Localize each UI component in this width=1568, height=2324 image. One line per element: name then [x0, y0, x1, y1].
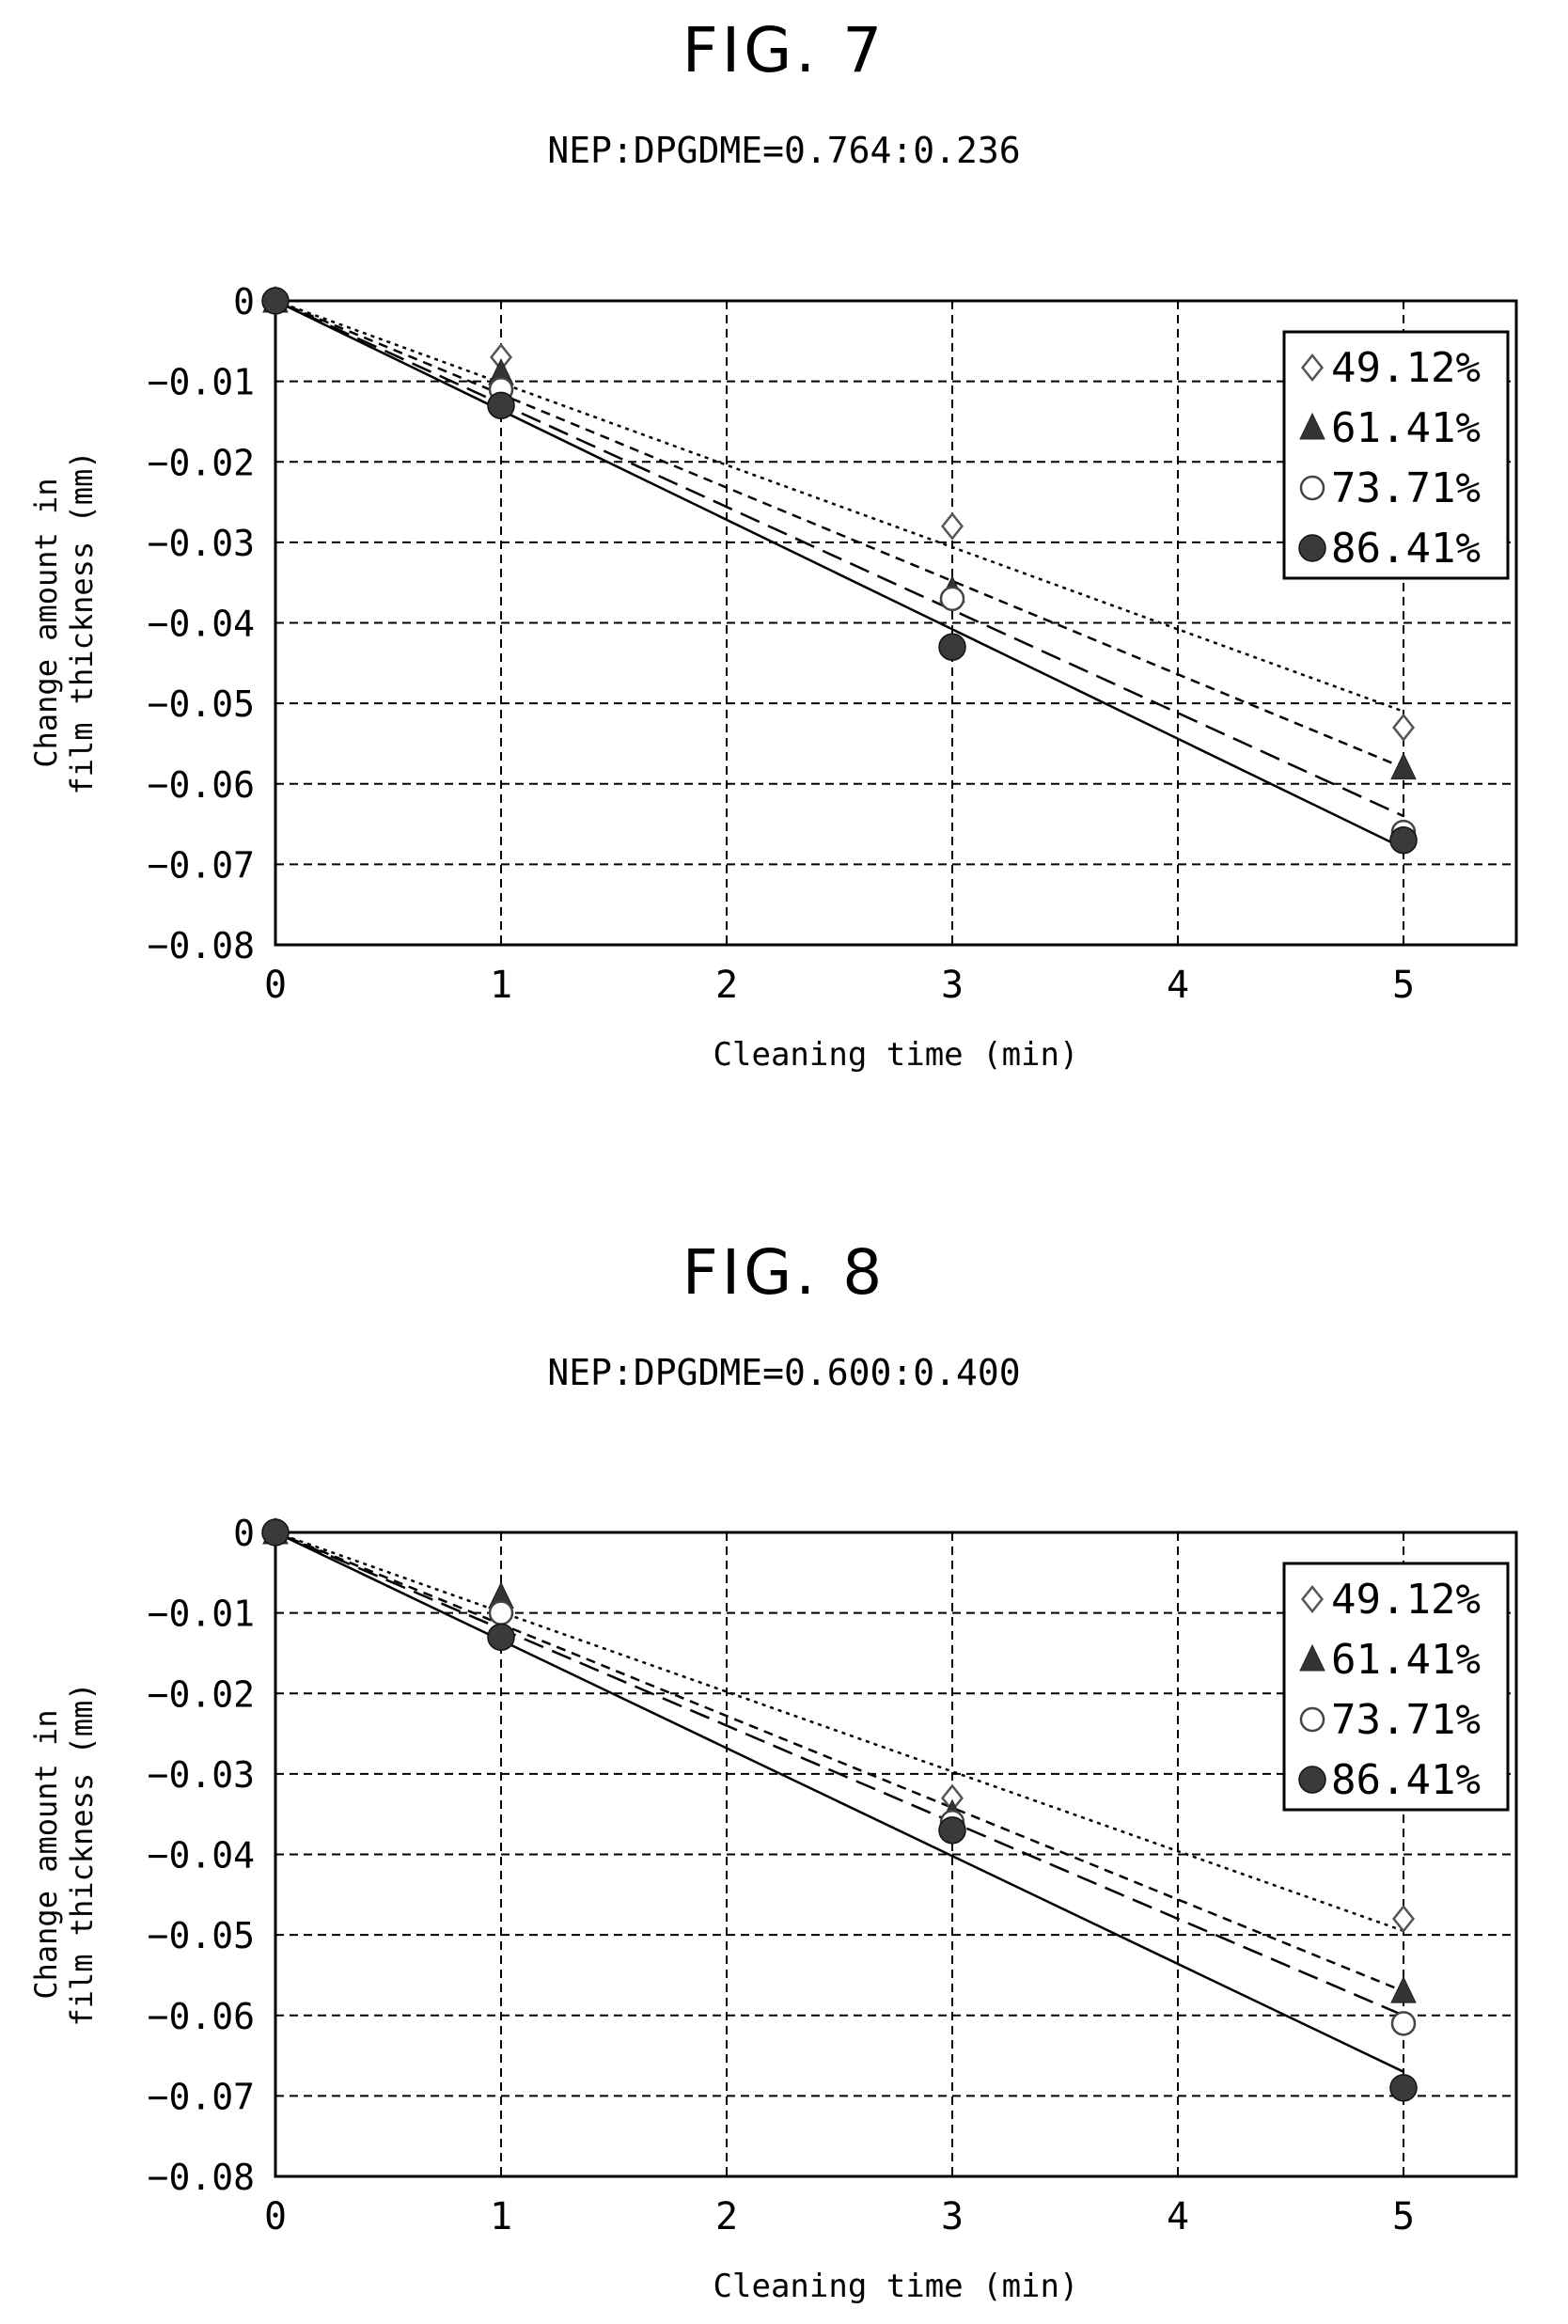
legend-label: 49.12%: [1331, 1576, 1481, 1624]
x-tick-label: 1: [490, 2195, 512, 2238]
legend-marker: [1300, 353, 1325, 383]
y-tick-label: −0.07: [148, 2076, 255, 2117]
y-tick-label: −0.03: [148, 1754, 255, 1796]
y-tick-label: −0.03: [148, 523, 255, 564]
x-tick-label: 5: [1392, 964, 1415, 1007]
data-point-86.41%: [261, 287, 290, 315]
data-point-86.41%: [938, 633, 966, 661]
x-tick-label: 4: [1167, 964, 1189, 1007]
y-axis-label: film thickness (mm): [64, 1682, 100, 2026]
data-point-86.41%: [938, 1816, 966, 1845]
y-axis-label: film thickness (mm): [64, 450, 100, 794]
x-tick-label: 3: [941, 2195, 964, 2238]
y-axis-label-group: Change amount in film thickness (mm): [28, 1682, 100, 2026]
figure-7-chart: 0 −0.01 −0.02 −0.03 −0.04 −0.05 −0.06 −0.07 −0.0…: [28, 281, 1518, 1074]
y-tick-label: −0.01: [148, 362, 255, 403]
legend-box: [1282, 1562, 1510, 1812]
data-point-86.41%: [1389, 825, 1418, 855]
data-point-49.12%: [1391, 1904, 1416, 1934]
figure-8-subtitle: NEP:DPGDME=0.600:0.400: [547, 1352, 1021, 1393]
x-tick-label: 3: [941, 964, 964, 1007]
y-tick-label: −0.05: [148, 683, 255, 725]
x-axis-label: Cleaning time (min): [713, 2268, 1079, 2305]
legend-label: 73.71%: [1331, 464, 1481, 512]
x-tick-label: 0: [264, 964, 287, 1007]
data-point-86.41%: [1389, 2074, 1418, 2102]
legend-marker: [1299, 475, 1325, 501]
x-tick-label: 4: [1167, 2195, 1189, 2238]
legend-marker: [1299, 412, 1325, 440]
trend-line-86.41%: [274, 299, 1404, 850]
y-tick-label: 0: [233, 1513, 255, 1554]
legend-marker: [1298, 1766, 1326, 1794]
y-tick-label: −0.02: [148, 442, 255, 483]
y-tick-label: −0.06: [148, 764, 255, 806]
x-tick-label: 1: [490, 964, 512, 1007]
data-point-73.71%: [939, 586, 965, 612]
data-point-86.41%: [261, 1518, 290, 1547]
y-tick-label: −0.06: [148, 1996, 255, 2037]
y-tick-label: −0.02: [148, 1673, 255, 1715]
y-tick-label: −0.08: [148, 2157, 255, 2198]
legend-marker: [1299, 1643, 1325, 1672]
data-point-86.41%: [487, 1623, 515, 1652]
data-point-61.41%: [1390, 752, 1417, 780]
y-tick-label: −0.05: [148, 1915, 255, 1956]
plot-frame: [274, 299, 1518, 947]
legend-box: [1282, 330, 1510, 580]
trend-line-73.71%: [274, 299, 1404, 818]
figure-7-title: FIG. 7: [682, 14, 886, 86]
legend-label: 49.12%: [1331, 344, 1481, 392]
figure-7-subtitle: NEP:DPGDME=0.764:0.236: [547, 130, 1021, 171]
y-axis-label-group: Change amount in film thickness (mm): [28, 450, 100, 794]
legend-label: 86.41%: [1331, 525, 1481, 573]
data-point-49.12%: [940, 511, 964, 541]
x-axis-label: Cleaning time (min): [713, 1036, 1079, 1074]
trend-line-49.12%: [274, 1531, 1404, 1933]
data-point-73.71%: [1390, 2011, 1417, 2036]
legend-marker: [1299, 1706, 1325, 1733]
trend-line-73.71%: [274, 1531, 1404, 2017]
legend-label: 86.41%: [1331, 1756, 1481, 1804]
x-tick-label: 2: [715, 2195, 738, 2238]
legend-label: 61.41%: [1331, 404, 1481, 452]
legend-marker: [1300, 1584, 1325, 1614]
y-axis-label: Change amount in: [28, 1709, 64, 1999]
y-tick-label: −0.04: [148, 1835, 255, 1876]
y-tick-label: −0.01: [148, 1594, 255, 1635]
trend-line-86.41%: [274, 1531, 1404, 2073]
y-tick-label: −0.08: [148, 925, 255, 966]
x-tick-label: 0: [264, 2195, 287, 2238]
y-tick-label: −0.07: [148, 844, 255, 886]
trend-line-61.41%: [274, 1531, 1404, 1993]
x-tick-label: 5: [1392, 2195, 1415, 2238]
x-tick-label: 2: [715, 964, 738, 1007]
data-point-86.41%: [487, 391, 515, 420]
legend-label: 61.41%: [1331, 1636, 1481, 1684]
trend-line-61.41%: [274, 299, 1404, 769]
y-tick-label: −0.04: [148, 604, 255, 645]
figure-8-title: FIG. 8: [682, 1236, 886, 1309]
data-point-49.12%: [1391, 713, 1416, 742]
figure-8-chart: 0 −0.01 −0.02 −0.03 −0.04 −0.05 −0.06 −0.07 −0.0…: [28, 1513, 1518, 2305]
data-point-61.41%: [1390, 1975, 1417, 2003]
y-tick-label: 0: [233, 281, 255, 322]
legend-marker: [1298, 534, 1326, 562]
plot-frame: [274, 1531, 1518, 2178]
legend-label: 73.71%: [1331, 1696, 1481, 1744]
y-axis-label: Change amount in: [28, 478, 64, 767]
trend-line-49.12%: [274, 299, 1404, 713]
data-point-73.71%: [488, 1600, 514, 1625]
